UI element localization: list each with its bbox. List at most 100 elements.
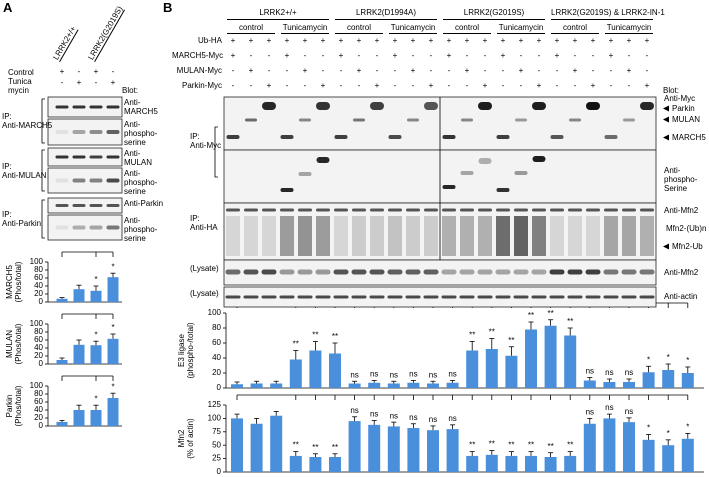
sign: - (286, 81, 289, 90)
y-tick-label: 20 (34, 289, 43, 298)
sign: + (627, 36, 632, 45)
sign: + (645, 81, 650, 90)
bar (662, 370, 675, 388)
bar (603, 418, 616, 472)
y-axis-label: (% of actin) (186, 418, 195, 459)
arrow (663, 116, 669, 123)
blot-band (353, 118, 365, 122)
y-axis-label: MULAN (5, 330, 14, 358)
bar (485, 454, 498, 472)
sign: + (609, 51, 614, 60)
blot-band (106, 225, 120, 230)
blot-smear (460, 216, 474, 256)
sign: + (267, 81, 272, 90)
significance-label: ** (332, 443, 338, 452)
blot (223, 286, 657, 308)
sign: + (303, 66, 308, 75)
left-label: IP: (190, 131, 200, 141)
antibody-label: Anti-phospho-serine (124, 120, 158, 147)
sign: + (375, 81, 380, 90)
significance-label: * (686, 423, 689, 432)
significance-label: ns (429, 415, 437, 424)
significance-label: ** (547, 309, 553, 318)
blot-smear (550, 216, 564, 256)
blot-band (424, 102, 438, 110)
ip-label: Anti-Parkin (2, 219, 42, 228)
ip-label: IP: (2, 112, 12, 121)
blot-band (424, 208, 438, 212)
significance-label: * (111, 382, 114, 391)
condition-label: Tunicamycin (281, 23, 329, 34)
blot-band (586, 208, 600, 212)
genotype-label: LRRK2+/+ (51, 24, 79, 62)
blot-band (261, 295, 277, 299)
bar (427, 430, 439, 472)
blot-band (106, 204, 120, 207)
group-label: LRRK2(G2019S) & LRRK2-IN-1 (551, 8, 665, 20)
condition-label: Tunicamycin (389, 23, 437, 34)
sign: + (555, 36, 560, 45)
y-tick-label: 40 (34, 405, 43, 414)
blot-band (640, 208, 654, 212)
blot-band (442, 135, 456, 139)
blot-band (315, 295, 331, 299)
antibody-label: Parkin (672, 104, 695, 113)
sign: + (501, 36, 506, 45)
blot-band (460, 208, 474, 212)
sign: + (483, 81, 488, 90)
blot-band (514, 171, 528, 175)
blot-band (279, 295, 295, 299)
y-tick-label: 125 (208, 400, 222, 409)
sign: - (448, 66, 451, 75)
sign: - (448, 81, 451, 90)
blot-band (225, 295, 241, 299)
blot-band (315, 269, 331, 275)
bar (485, 349, 498, 388)
sign: - (538, 51, 541, 60)
sign: - (376, 51, 379, 60)
sign: - (95, 78, 98, 87)
bar (107, 277, 119, 302)
bar (564, 335, 577, 388)
significance-label: ns (409, 370, 417, 379)
blot-band (226, 135, 240, 139)
y-tick-label: 40 (34, 343, 43, 352)
sign: - (646, 66, 649, 75)
sign: + (303, 36, 308, 45)
sign: + (339, 51, 344, 60)
sign: + (111, 78, 116, 87)
sign: - (484, 51, 487, 60)
blot-band (567, 269, 583, 275)
blot-band (640, 102, 654, 110)
sign: - (466, 81, 469, 90)
blot-band (478, 102, 492, 110)
bar (107, 398, 119, 426)
blot-band (352, 208, 366, 212)
bar (544, 456, 557, 472)
y-tick-label: 40 (212, 353, 221, 362)
sign: + (375, 36, 380, 45)
significance-label: ** (469, 331, 475, 340)
blot-smear (226, 216, 240, 256)
blot-header: Blot: (663, 86, 680, 95)
sign: - (394, 66, 397, 75)
group-label: LRRK2(D1994A) (335, 8, 437, 20)
condition-label: control (443, 23, 491, 34)
blot-band (603, 295, 619, 299)
y-tick-label: 80 (34, 389, 43, 398)
blot-band (549, 295, 565, 299)
sign: - (394, 81, 397, 90)
sign: + (537, 81, 542, 90)
bar (446, 429, 459, 472)
significance-label: ns (370, 410, 378, 419)
blot-band (89, 204, 103, 207)
blot-band (442, 185, 456, 189)
sign: - (78, 67, 81, 76)
sign: + (609, 36, 614, 45)
left-label: (Lysate) (190, 264, 219, 273)
sign: - (340, 81, 343, 90)
antibody-label: Anti-Parkin (124, 199, 164, 208)
bar (387, 383, 400, 388)
significance-label: * (94, 330, 97, 339)
blot-band (441, 295, 457, 299)
